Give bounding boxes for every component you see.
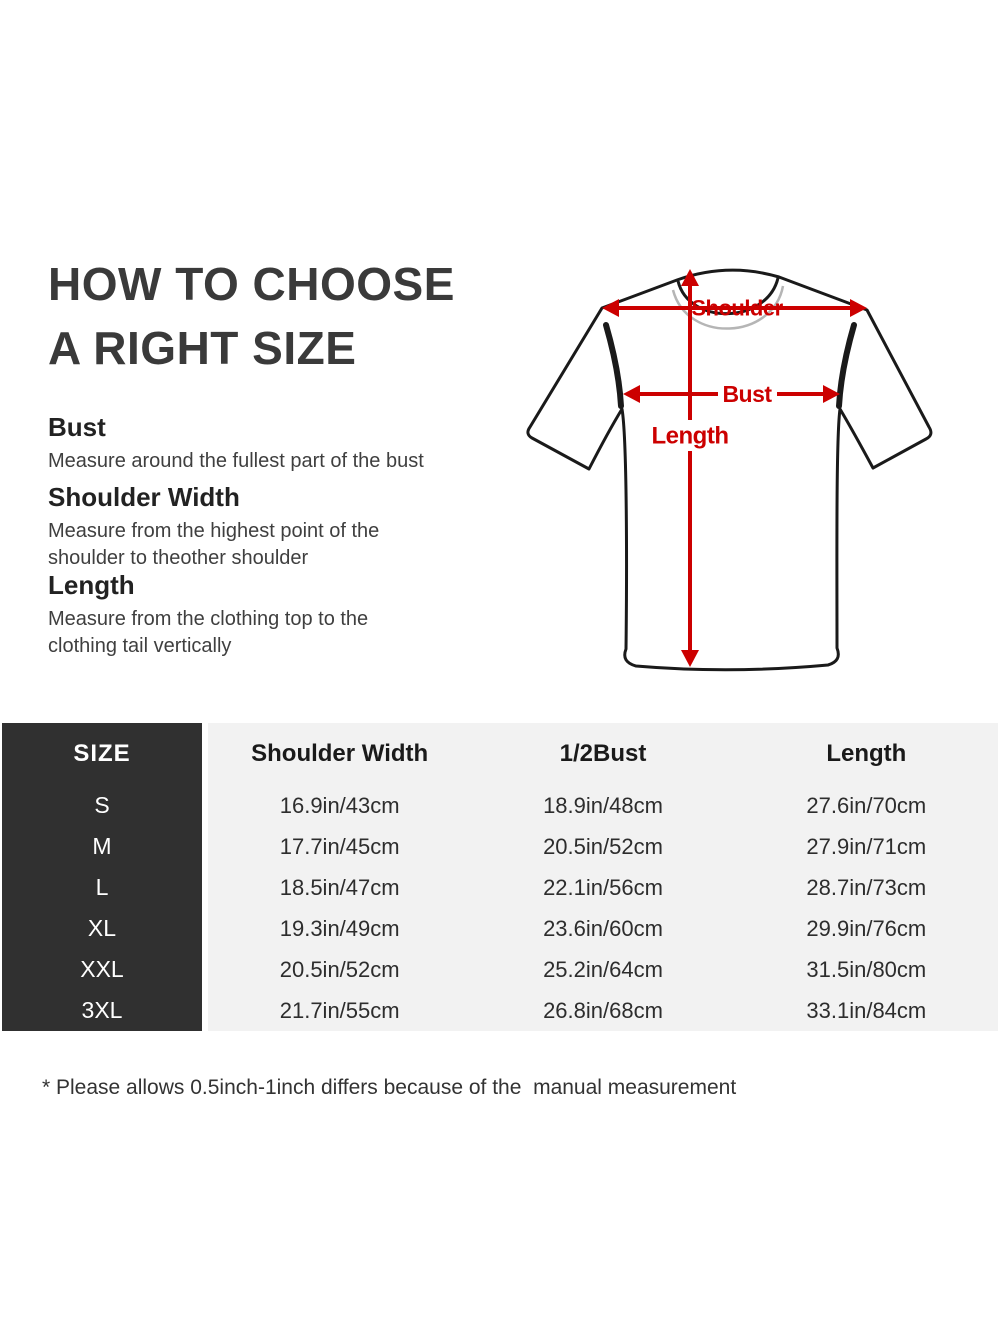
tshirt-diagram-svg: Shoulder Bust Length (526, 268, 933, 672)
length-label-background (653, 420, 727, 451)
cell-3xl-shoulder: 21.7in/55cm (279, 997, 400, 1023)
length-description-line-2: clothing tail vertically (48, 635, 232, 657)
cell-xl-length: 29.9in/76cm (806, 915, 927, 941)
size-table-header-row: Shoulder Width 1/2Bust Length (208, 723, 998, 785)
bust-description: Measure around the fullest part of the b… (48, 450, 424, 472)
cell-xl-shoulder: 19.3in/49cm (279, 915, 400, 941)
size-table: SIZE S M L XL XXL 3XL Shoulder Width 1/2… (2, 723, 998, 1031)
shoulder-width-heading: Shoulder Width (48, 482, 240, 512)
cell-m-shoulder: 17.7in/45cm (279, 833, 400, 859)
table-row-xl: 19.3in/49cm 23.6in/60cm 29.9in/76cm (208, 908, 998, 949)
table-row-m: 17.7in/45cm 20.5in/52cm 27.9in/71cm (208, 826, 998, 867)
table-row-s: 16.9in/43cm 18.9in/48cm 27.6in/70cm (208, 785, 998, 826)
size-label-l: L (95, 874, 109, 900)
cell-s-shoulder: 16.9in/43cm (279, 792, 400, 818)
size-column-header: SIZE (73, 740, 131, 767)
cell-m-length: 27.9in/71cm (806, 833, 927, 859)
cell-s-length: 27.6in/70cm (806, 792, 927, 818)
cell-m-bust: 20.5in/52cm (543, 833, 663, 859)
size-label-xl: XL (87, 915, 117, 941)
cell-xxl-length: 31.5in/80cm (806, 956, 927, 982)
shoulder-width-description-line-1: Measure from the highest point of the (48, 520, 380, 542)
title-line-1: HOW TO CHOOSE (48, 258, 455, 310)
title-line-2: A RIGHT SIZE (48, 322, 357, 374)
shoulder-arrowhead-left (602, 299, 619, 317)
cell-s-bust: 18.9in/48cm (543, 792, 663, 818)
bust-heading: Bust (48, 412, 106, 442)
column-header-half-bust: 1/2Bust (559, 740, 647, 767)
page-title: HOW TO CHOOSE A RIGHT SIZE (48, 252, 455, 380)
length-description-line-1: Measure from the clothing top to the (48, 608, 369, 630)
length-arrowhead-bottom (681, 650, 699, 667)
shoulder-arrow-label: Shoulder (691, 296, 783, 321)
cell-l-length: 28.7in/73cm (806, 874, 927, 900)
cell-xxl-bust: 25.2in/64cm (543, 956, 663, 982)
left-armpit-seam (603, 322, 624, 409)
section-bust: Bust Measure around the fullest part of … (48, 412, 508, 475)
length-arrow-label: Length (652, 423, 729, 450)
size-label-3xl: 3XL (81, 997, 123, 1023)
collar-inner-line (676, 277, 780, 316)
cell-xl-bust: 23.6in/60cm (543, 915, 663, 941)
table-row-3xl: 21.7in/55cm 26.8in/68cm 33.1in/84cm (208, 990, 998, 1031)
cell-l-shoulder: 18.5in/47cm (279, 874, 400, 900)
section-length: Length Measure from the clothing top to … (48, 570, 508, 660)
table-row-l: 18.5in/47cm 22.1in/56cm 28.7in/73cm (208, 867, 998, 908)
right-armpit-seam (836, 322, 857, 409)
tshirt-measurement-diagram: Shoulder Bust Length (515, 248, 945, 690)
length-arrowhead-top (681, 269, 699, 286)
bust-arrowhead-left (623, 385, 640, 403)
size-label-m: M (92, 833, 112, 859)
bust-arrow-label: Bust (722, 381, 772, 407)
tshirt-outline (526, 268, 933, 672)
shoulder-arrowhead-right (850, 299, 867, 317)
table-row-xxl: 20.5in/52cm 25.2in/64cm 31.5in/80cm (208, 949, 998, 990)
shoulder-width-description-line-2: shoulder to theother shoulder (48, 547, 309, 569)
size-label-xxl: XXL (80, 956, 124, 982)
cell-3xl-bust: 26.8in/68cm (543, 997, 663, 1023)
column-header-shoulder-width: Shoulder Width (251, 740, 429, 767)
cell-xxl-shoulder: 20.5in/52cm (279, 956, 400, 982)
size-table-left-column: SIZE S M L XL XXL 3XL (2, 723, 202, 1031)
size-table-body: Shoulder Width 1/2Bust Length 16.9in/43c… (208, 723, 998, 1031)
measurement-disclaimer: * Please allows 0.5inch-1inch differs be… (42, 1076, 737, 1099)
cell-3xl-length: 33.1in/84cm (806, 997, 927, 1023)
size-label-s: S (94, 792, 110, 818)
bust-arrowhead-right (823, 385, 840, 403)
cell-l-bust: 22.1in/56cm (543, 874, 663, 900)
column-header-length: Length (826, 740, 907, 767)
length-heading: Length (48, 570, 135, 600)
section-shoulder-width: Shoulder Width Measure from the highest … (48, 482, 508, 572)
